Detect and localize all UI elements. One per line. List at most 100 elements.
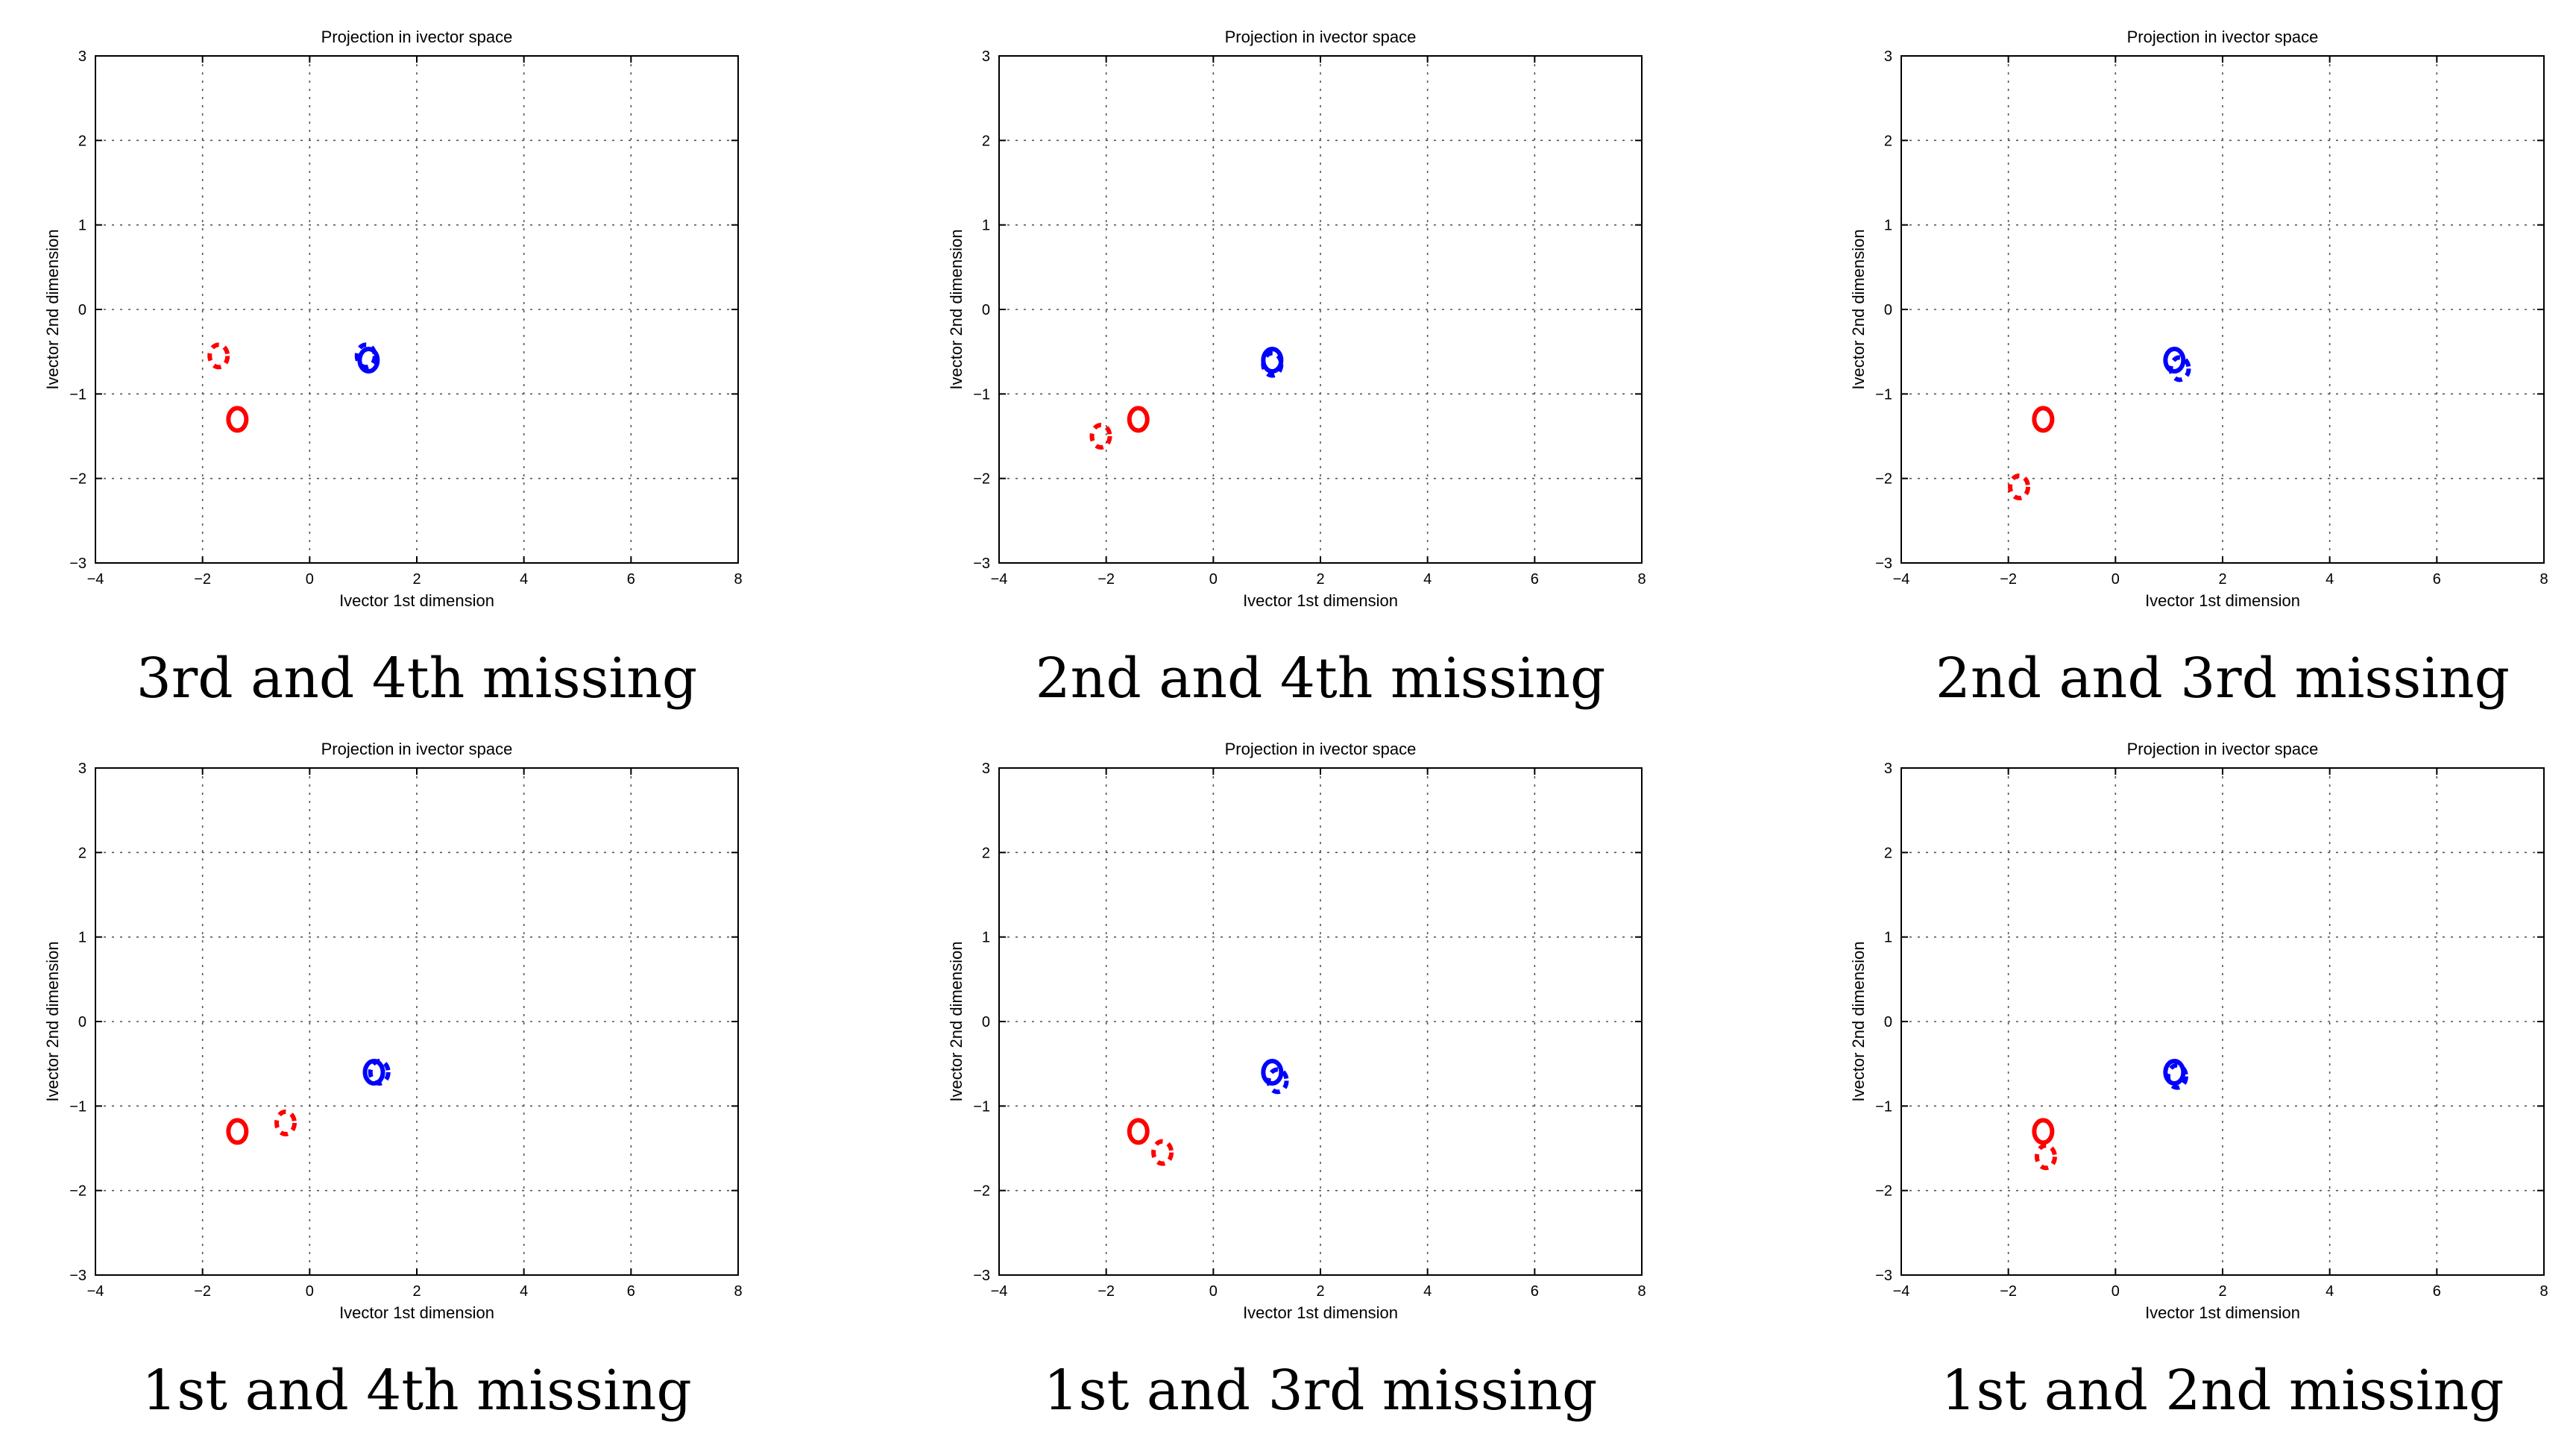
chart-panel-5: −4 −2 0 2 4 6 8 −3 −2 −1 0 1 2 3 Projection in ivector… [947,740,1646,1423]
x-tick-label: −4 [991,1283,1008,1300]
x-axis-label: Ivector 1st dimension [2145,591,2300,610]
x-tick-label: 6 [627,1283,635,1300]
y-tick-label: 2 [982,845,990,861]
y-tick-label: 3 [78,761,86,777]
data-point-red-dashed [2008,473,2031,500]
y-tick-label: −3 [973,556,990,572]
x-tick-label: 0 [1209,1283,1218,1300]
y-tick-label: −2 [973,471,990,488]
x-tick-label: 2 [412,1283,421,1300]
y-tick-label: −3 [69,1268,86,1284]
x-axis-label: Ivector 1st dimension [1243,1303,1398,1322]
x-tick-label: −2 [194,1283,211,1300]
x-tick-label: −4 [991,571,1008,588]
chart-title: Projection in ivector space [2127,28,2319,46]
y-tick-label: 0 [78,1014,86,1030]
data-point-red-solid [2032,1118,2055,1145]
data-point-blue-dashed [2165,1063,2188,1090]
x-tick-label: −4 [87,571,104,588]
x-tick-label: 8 [1637,1283,1646,1300]
data-point-red-dashed [207,342,230,370]
panel-caption: 2nd and 3rd missing [1936,646,2510,711]
y-tick-label: −3 [973,1268,990,1284]
data-point-red-solid [226,1118,249,1145]
y-axis-label: Ivector 2nd dimension [43,229,62,389]
x-tick-label: 0 [306,1283,314,1300]
chart-panel-3: −4 −2 0 2 4 6 8 −3 −2 −1 0 1 2 3 Projection in ivector… [1849,28,2548,711]
y-tick-label: 1 [982,930,990,946]
y-tick-label: 3 [982,48,990,65]
data-point-blue-dashed [2168,355,2191,383]
y-tick-label: −2 [973,1183,990,1200]
panel-caption: 2nd and 4th missing [1036,646,1606,711]
x-tick-label: 0 [1209,571,1218,588]
x-tick-label: 4 [2325,571,2334,588]
x-tick-label: 4 [520,571,528,588]
y-tick-label: 0 [982,1014,990,1030]
y-tick-label: 1 [982,218,990,234]
x-tick-label: 6 [627,571,635,588]
data-point-blue-dashed [1261,350,1284,378]
panel-caption: 1st and 3rd missing [1044,1359,1598,1423]
chart-title: Projection in ivector space [1225,28,1417,46]
data-point-blue-solid [357,347,380,374]
data-point-red-solid [1127,1118,1150,1145]
x-tick-label: 4 [1423,571,1432,588]
y-tick-label: −3 [1875,1268,1892,1284]
chart-panel-2: −4 −2 0 2 4 6 8 −3 −2 −1 0 1 2 3 Projection in ivector… [947,28,1646,711]
y-tick-label: −2 [1875,471,1892,488]
x-tick-label: 2 [1316,1283,1324,1300]
y-tick-label: −1 [69,386,86,403]
data-point-red-solid [226,406,249,433]
x-tick-label: 4 [2325,1283,2334,1300]
y-tick-label: 1 [78,218,86,234]
y-tick-label: 1 [1884,218,1892,234]
y-tick-label: −1 [973,1098,990,1115]
panel-caption: 1st and 4th missing [142,1359,691,1423]
chart-panel-4: −4 −2 0 2 4 6 8 −3 −2 −1 0 1 2 3 Projection in ivector… [43,740,743,1423]
chart-title: Projection in ivector space [321,740,513,758]
x-tick-label: 8 [734,1283,742,1300]
y-axis-label: Ivector 2nd dimension [1849,229,1868,389]
y-tick-label: 1 [1884,930,1892,946]
chart-title: Projection in ivector space [1225,740,1417,758]
y-tick-label: −2 [69,1183,86,1200]
data-point-blue-dashed [354,342,377,370]
x-tick-label: −2 [1098,571,1115,588]
chart-title: Projection in ivector space [321,28,513,46]
x-tick-label: 2 [2218,1283,2226,1300]
y-tick-label: 0 [78,302,86,318]
x-tick-label: 4 [520,1283,528,1300]
x-axis-label: Ivector 1st dimension [2145,1303,2300,1322]
data-point-red-solid [1127,406,1150,433]
x-tick-label: −2 [1098,1283,1115,1300]
x-tick-label: 6 [1531,1283,1539,1300]
y-axis-label: Ivector 2nd dimension [947,229,966,389]
y-tick-label: 0 [1884,1014,1892,1030]
y-axis-label: Ivector 2nd dimension [947,941,966,1101]
data-point-red-solid [2032,406,2055,433]
x-tick-label: 6 [2433,571,2441,588]
y-tick-label: −1 [973,386,990,403]
panel-caption: 3rd and 4th missing [136,646,698,711]
data-point-blue-solid [1261,1059,1284,1086]
x-tick-label: −2 [2000,1283,2017,1300]
x-tick-label: −4 [87,1283,104,1300]
y-tick-label: −3 [1875,556,1892,572]
y-tick-label: 3 [1884,48,1892,65]
data-point-blue-dashed [368,1059,391,1086]
y-tick-label: 2 [1884,845,1892,861]
x-axis-label: Ivector 1st dimension [339,591,494,610]
y-tick-label: 1 [78,930,86,946]
x-tick-label: 6 [2433,1283,2441,1300]
data-point-blue-solid [2163,347,2186,374]
x-tick-label: 8 [734,571,742,588]
data-point-red-dashed [1151,1139,1174,1166]
x-tick-label: 0 [2111,571,2120,588]
panel-caption: 1st and 2nd missing [1941,1359,2504,1423]
x-tick-label: 2 [412,571,421,588]
y-tick-label: 0 [982,302,990,318]
y-tick-label: 3 [78,48,86,65]
data-point-blue-dashed [1266,1067,1289,1095]
